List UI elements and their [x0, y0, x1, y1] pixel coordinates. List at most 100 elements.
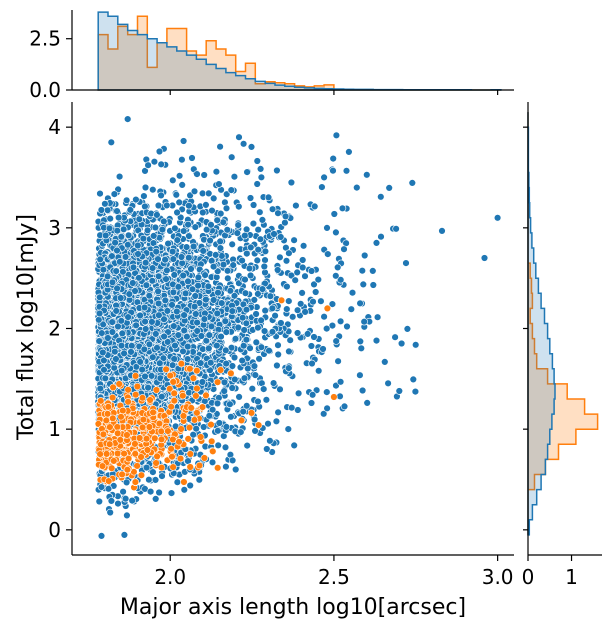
- scatter-point-blue: [274, 408, 282, 416]
- scatter-point-blue: [262, 396, 271, 404]
- scatter-point-blue: [179, 137, 188, 145]
- scatter-point-blue: [232, 465, 240, 474]
- scatter-point-blue: [251, 427, 259, 435]
- scatter-point-blue: [149, 468, 157, 476]
- scatter-point-blue: [172, 191, 181, 199]
- scatter-point-blue: [142, 463, 151, 472]
- scatter-point-blue: [292, 201, 300, 210]
- scatter-point-blue: [369, 267, 377, 275]
- scatter-point-blue: [212, 168, 221, 176]
- scatter-point-blue: [328, 300, 337, 308]
- scatter-point-blue: [320, 173, 328, 182]
- scatter-point-blue: [273, 166, 281, 175]
- scatter-point-blue: [377, 193, 385, 201]
- scatter-point-blue: [266, 437, 274, 445]
- scatter-point-blue: [289, 313, 297, 321]
- scatter-point-blue: [293, 329, 302, 337]
- scatter-point-blue: [222, 204, 231, 213]
- scatter-point-blue: [235, 393, 243, 401]
- scatter-point-blue: [240, 326, 248, 334]
- scatter-point-blue: [334, 357, 342, 365]
- scatter-point-blue: [222, 463, 230, 471]
- scatter-point-blue: [150, 158, 159, 166]
- scatter-point-blue: [155, 488, 163, 497]
- scatter-point-blue: [253, 256, 261, 265]
- scatter-point-blue: [332, 337, 340, 345]
- scatter-point-blue: [356, 337, 364, 346]
- scatter-point-blue: [261, 256, 269, 264]
- scatter-point-blue: [216, 143, 224, 151]
- scatter-point-blue: [304, 330, 312, 338]
- scatter-point-blue: [241, 231, 249, 240]
- scatter-point-blue: [266, 292, 275, 300]
- scatter-point-blue: [217, 209, 225, 218]
- scatter-point-blue: [336, 392, 344, 400]
- scatter-point-blue: [184, 220, 192, 229]
- scatter-point-blue: [261, 306, 269, 315]
- scatter-point-blue: [283, 305, 291, 313]
- scatter-point-blue: [243, 249, 251, 258]
- scatter-point-blue: [235, 202, 243, 211]
- scatter-point-blue: [150, 232, 158, 240]
- scatter-point-blue: [274, 341, 282, 349]
- scatter-point-blue: [340, 245, 348, 253]
- scatter-point-blue: [95, 497, 104, 506]
- scatter-point-blue: [310, 333, 318, 341]
- scatter-point-blue: [323, 388, 331, 396]
- scatter-point-blue: [257, 173, 266, 182]
- scatter-point-blue: [237, 428, 245, 436]
- scatter-point-blue: [317, 297, 325, 305]
- scatter-point-blue: [274, 350, 282, 359]
- scatter-point-blue: [336, 317, 345, 325]
- scatter-point-blue: [164, 239, 172, 248]
- scatter-point-blue: [336, 378, 345, 386]
- scatter-point-blue: [318, 183, 326, 191]
- scatter-point-blue: [151, 476, 160, 484]
- scatter-point-blue: [320, 410, 328, 418]
- scatter-point-blue: [114, 213, 123, 222]
- scatter-point-blue: [277, 319, 285, 327]
- scatter-point-blue: [328, 321, 337, 330]
- scatter-point-blue: [178, 181, 186, 189]
- scatter-point-blue: [145, 476, 153, 484]
- scatter-point-blue: [254, 226, 262, 234]
- scatter-point-blue: [285, 249, 293, 257]
- scatter-point-blue: [249, 201, 258, 209]
- scatter-point-blue: [215, 180, 223, 188]
- scatter-point-blue: [264, 193, 273, 202]
- scatter-point-blue: [126, 206, 135, 214]
- scatter-point-blue: [263, 445, 271, 453]
- scatter-point-blue: [96, 189, 104, 198]
- scatter-point-blue: [106, 508, 114, 517]
- scatter-point-blue: [198, 189, 207, 198]
- scatter-point-blue: [272, 417, 281, 425]
- scatter-point-blue: [227, 413, 235, 421]
- scatter-point-blue: [199, 208, 207, 217]
- scatter-point-blue: [293, 268, 301, 277]
- scatter-point-blue: [243, 168, 251, 176]
- scatter-point-blue: [202, 201, 210, 209]
- scatter-point-blue: [122, 478, 131, 487]
- scatter-point-blue: [205, 189, 213, 198]
- scatter-point-blue: [294, 406, 302, 414]
- scatter-point-blue: [257, 343, 266, 351]
- scatter-point-blue: [342, 167, 351, 175]
- scatter-point-blue: [214, 441, 222, 449]
- scatter-point-blue: [99, 266, 108, 274]
- scatter-point-blue: [348, 289, 357, 297]
- scatter-point-blue: [247, 243, 255, 252]
- scatter-point-blue: [186, 481, 194, 490]
- scatter-point-blue: [167, 489, 176, 497]
- scatter-point-blue: [256, 235, 265, 243]
- scatter-point-blue: [241, 289, 250, 297]
- scatter-point-blue: [200, 171, 208, 179]
- scatter-point-blue: [119, 488, 127, 496]
- scatter-point-blue: [143, 226, 152, 235]
- scatter-point-blue: [290, 441, 298, 450]
- scatter-point-blue: [301, 272, 309, 280]
- scatter-point-blue: [121, 495, 130, 503]
- scatter-point-blue: [191, 223, 200, 231]
- scatter-point-blue: [363, 171, 371, 179]
- scatter-point-blue: [258, 216, 267, 224]
